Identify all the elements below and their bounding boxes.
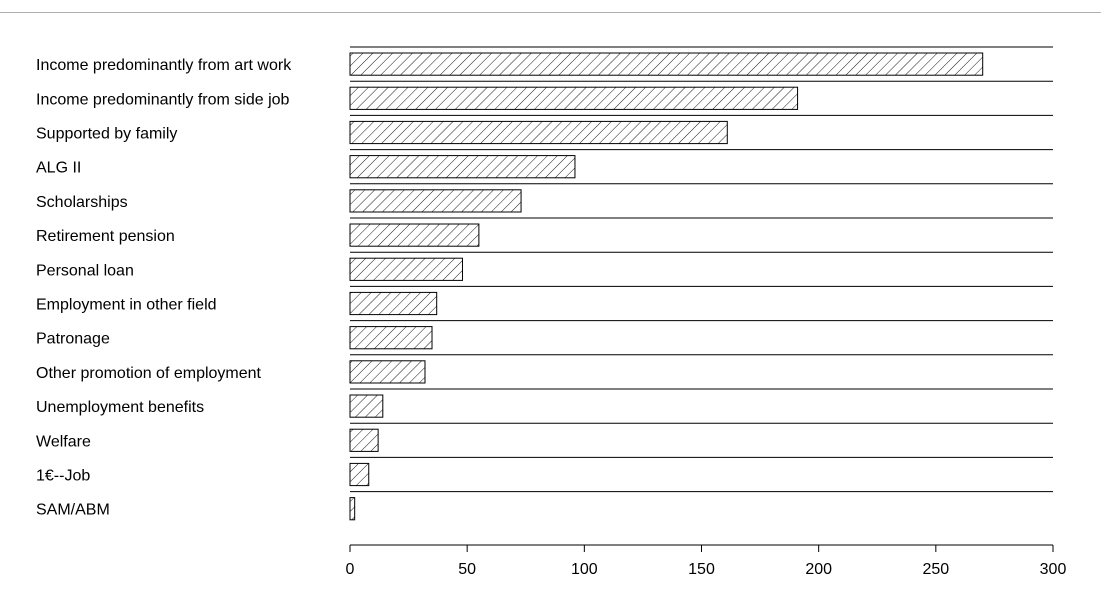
- category-label: Other promotion of employment: [36, 365, 262, 382]
- category-label: Supported by family: [36, 126, 177, 143]
- bar: [349, 257, 463, 281]
- bar: [349, 394, 384, 418]
- bar: [349, 326, 433, 350]
- bar: [349, 189, 522, 213]
- bar: [349, 223, 480, 247]
- category-label: Personal loan: [36, 262, 134, 279]
- bar: [349, 291, 438, 316]
- category-label: Scholarships: [36, 194, 128, 211]
- bar: [349, 86, 799, 110]
- bar: [349, 52, 984, 76]
- category-label: Unemployment benefits: [36, 399, 204, 416]
- bar-rows: Income predominantly from art work Income…: [36, 46, 1053, 521]
- bar: [349, 497, 356, 521]
- category-label: Retirement pension: [36, 228, 175, 245]
- category-label: ALG II: [36, 160, 81, 177]
- category-label: Income predominantly from side job: [36, 91, 290, 108]
- bar: [349, 360, 426, 384]
- bar: [349, 155, 576, 179]
- category-label: Income predominantly from art work: [36, 57, 292, 74]
- x-tick-label: 0: [346, 561, 355, 578]
- x-tick-label: 50: [458, 561, 476, 578]
- x-tick-label: 150: [688, 561, 715, 578]
- category-label: 1€--Job: [36, 468, 90, 485]
- category-label: Patronage: [36, 331, 110, 348]
- bar: [349, 462, 370, 487]
- category-label: Welfare: [36, 433, 91, 450]
- top-rule: [0, 12, 1101, 13]
- category-label: Employment in other field: [36, 297, 217, 314]
- x-tick-label: 100: [571, 561, 598, 578]
- x-axis: 0 50 100 150 200 250 300: [346, 544, 1067, 578]
- category-label: SAM/ABM: [36, 502, 110, 519]
- x-tick-label: 300: [1040, 561, 1067, 578]
- x-tick-label: 200: [805, 561, 832, 578]
- bar: [349, 120, 728, 145]
- bar: [349, 428, 379, 452]
- x-tick-label: 250: [922, 561, 949, 578]
